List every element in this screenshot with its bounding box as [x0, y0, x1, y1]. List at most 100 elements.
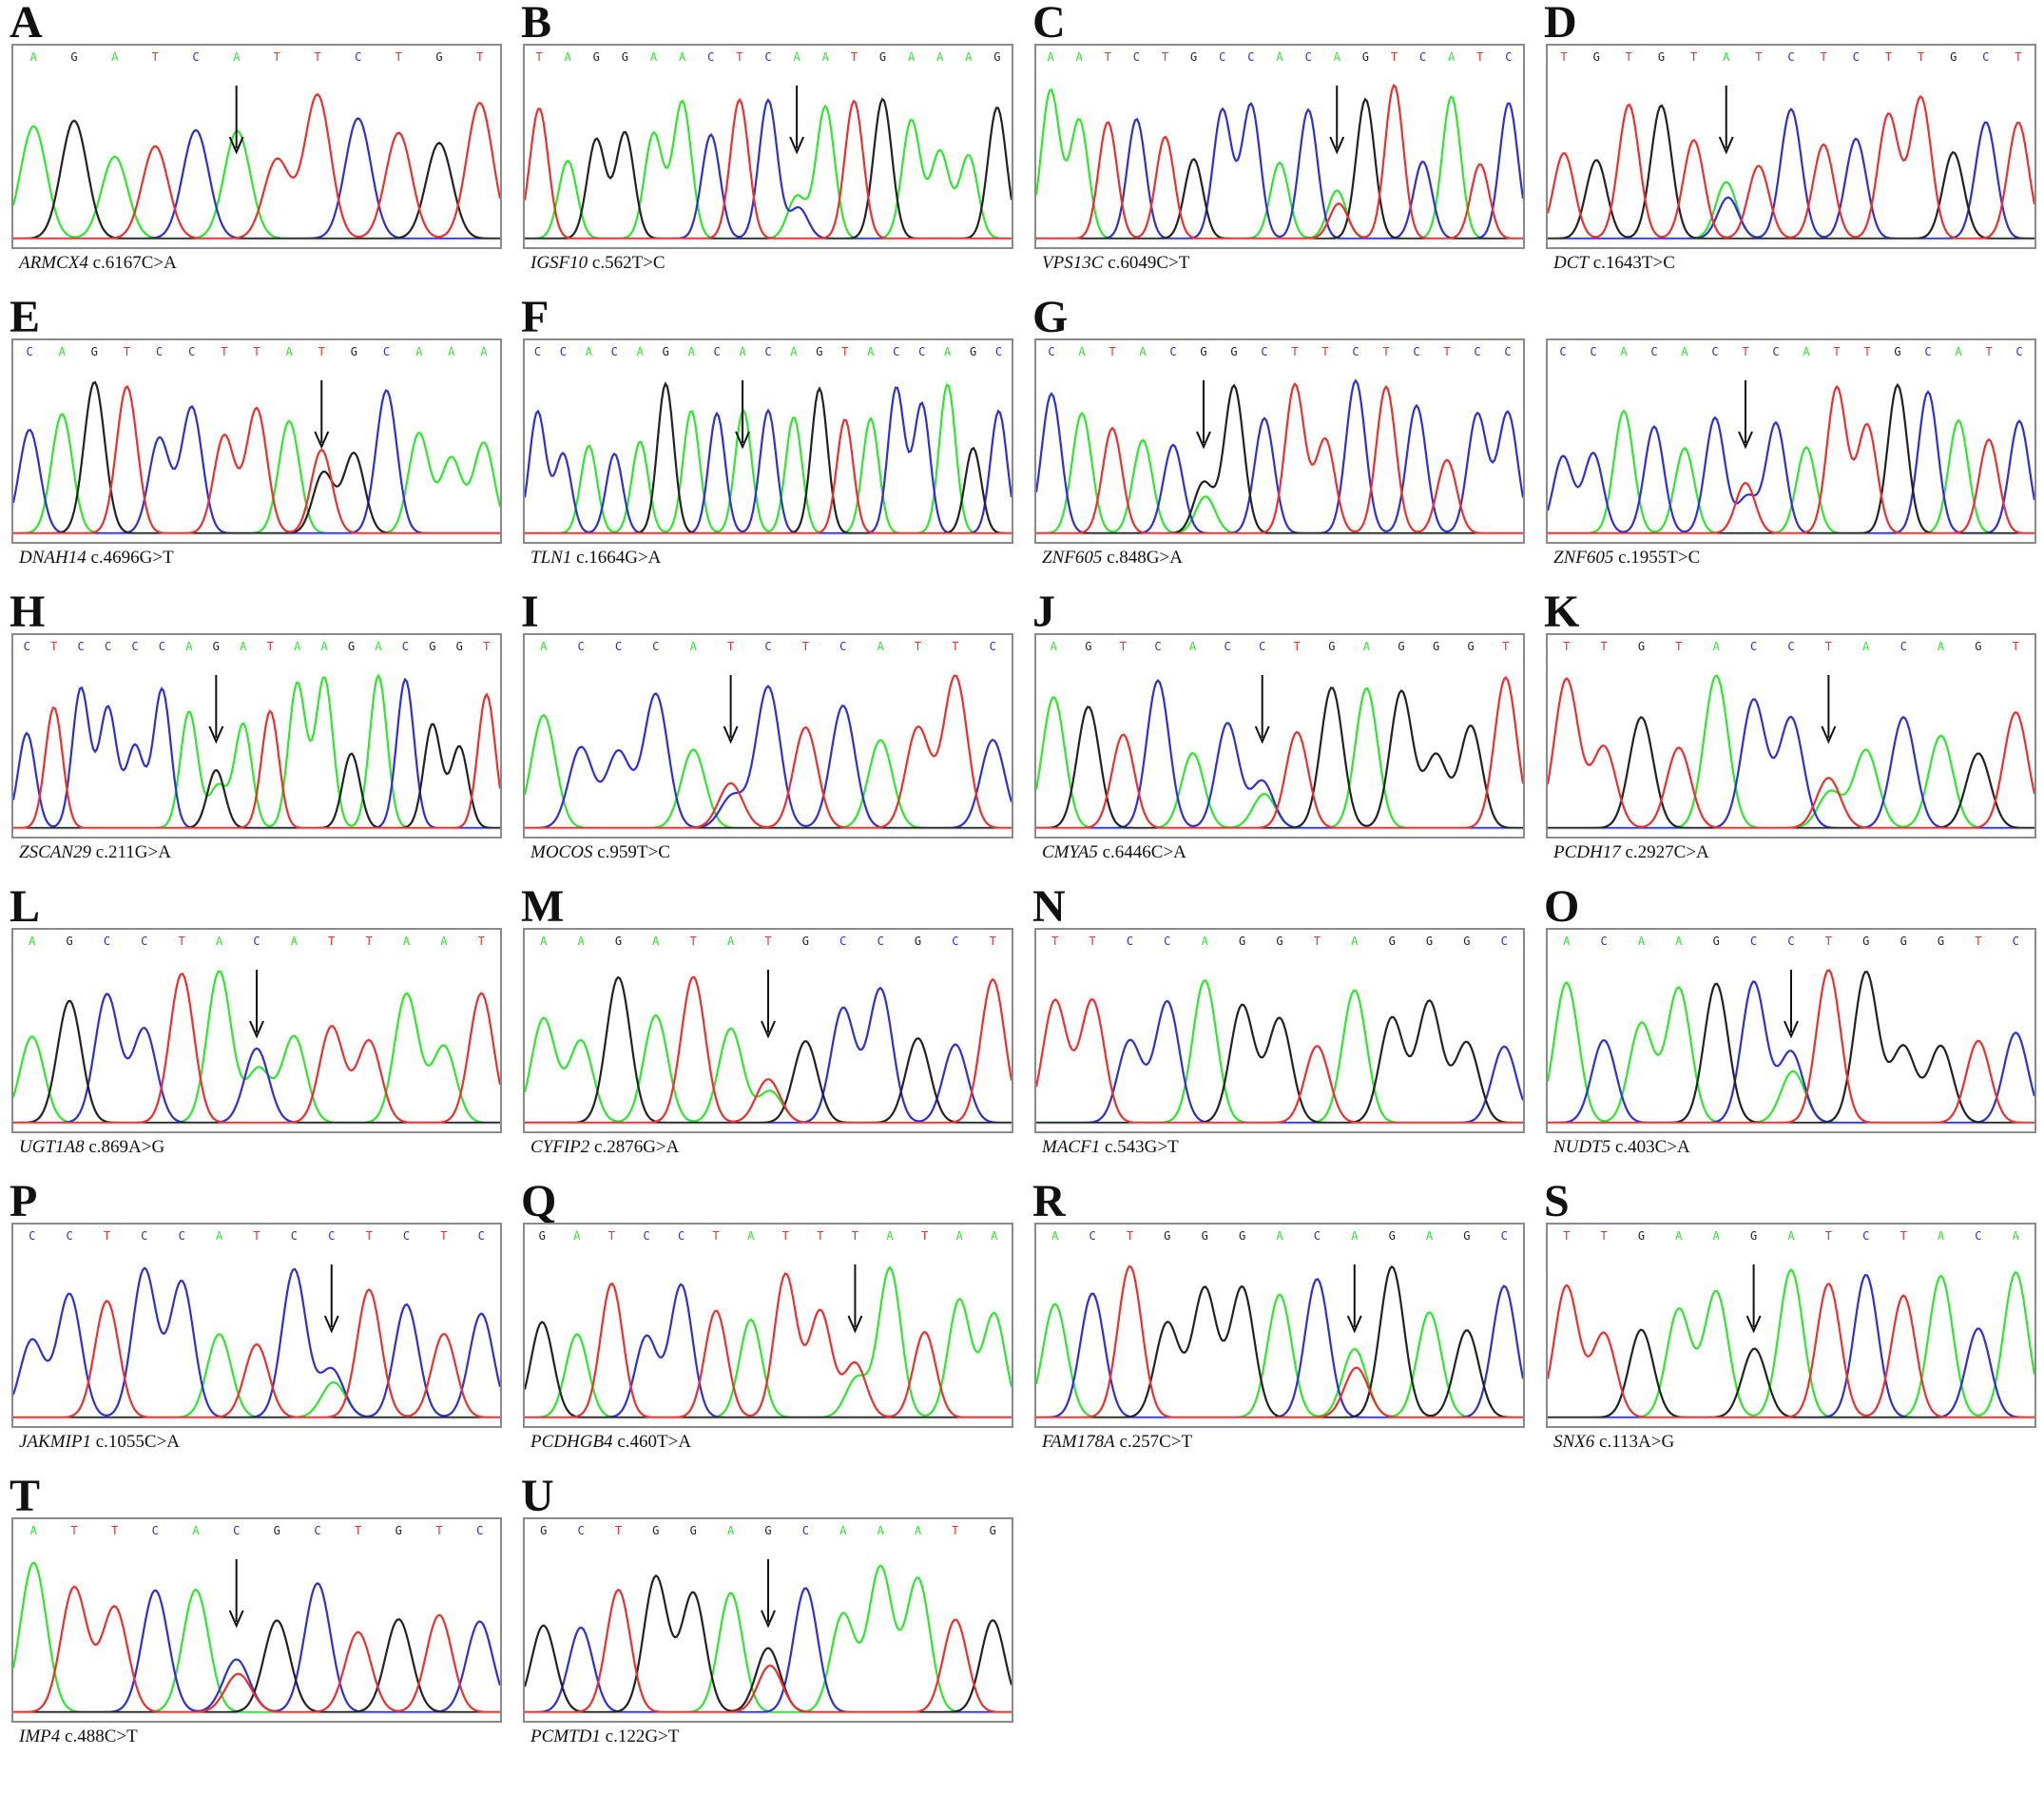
base-call-label: T	[1820, 50, 1826, 64]
base-call-label: T	[1105, 50, 1111, 64]
base-call-label: T	[2015, 50, 2021, 64]
base-call-label: C	[29, 1229, 35, 1243]
base-call-label: A	[1139, 345, 1147, 358]
base-call-label: C	[611, 345, 618, 358]
base-call-label: A	[1351, 935, 1359, 948]
base-call-label: G	[1230, 345, 1237, 358]
base-call-label: G	[1638, 1229, 1645, 1243]
panel-letter: T	[10, 1471, 41, 1521]
mutation-arrow-icon	[228, 86, 244, 155]
base-call-label: T	[50, 640, 57, 653]
base-call-label: A	[1675, 1229, 1683, 1243]
base-call-label: A	[1351, 1229, 1359, 1243]
trace-line-t	[525, 1588, 1012, 1714]
base-call-label: T	[366, 935, 373, 948]
trace-line-g	[13, 119, 500, 241]
base-call-label: A	[688, 345, 696, 358]
base-call-label: T	[221, 345, 227, 358]
base-call-label: C	[156, 345, 163, 358]
base-call-label: A	[1787, 1229, 1795, 1243]
trace-line-t	[13, 1585, 500, 1714]
base-call-label: C	[77, 640, 84, 653]
base-call-label: T	[1314, 935, 1321, 948]
panel-n: N T T C C A G G T A G G G C MACF1 c.543G>T	[1032, 884, 1527, 1160]
base-call-label: C	[1600, 935, 1607, 948]
base-call-label: C	[152, 1524, 159, 1537]
base-call-label: C	[1169, 345, 1176, 358]
base-call-label: G	[1362, 50, 1369, 64]
base-call-label: C	[179, 1229, 185, 1243]
base-call-label: T	[802, 640, 809, 653]
base-call-label: G	[539, 1229, 546, 1243]
base-call-label: A	[1713, 1229, 1721, 1243]
base-call-label: T	[852, 1229, 858, 1243]
panel-letter: F	[521, 292, 550, 342]
base-call-label: C	[328, 1229, 335, 1243]
base-call-label: C	[1559, 345, 1566, 358]
base-call-label: T	[1563, 640, 1570, 653]
base-call-label: A	[285, 345, 293, 358]
mutation-label: c.4696G>T	[90, 548, 174, 568]
mutation-arrow-icon	[1784, 970, 1799, 1039]
mutation-arrow-icon	[1718, 86, 1734, 155]
base-call-label: A	[577, 935, 585, 948]
base-call-label: A	[637, 345, 645, 358]
base-call-label: G	[1638, 640, 1645, 653]
base-call-label: A	[944, 345, 952, 358]
base-call-label: C	[1154, 640, 1161, 653]
base-call-label: A	[540, 935, 548, 948]
base-call-label: A	[1713, 640, 1721, 653]
base-call-label: C	[1505, 50, 1512, 64]
panel-m: M A A G A T A T G C C G C T CYFIP2 c.2876G>A	[521, 884, 1015, 1160]
base-call-label: T	[915, 640, 921, 653]
base-call-label: G	[1593, 50, 1600, 64]
base-call-label: T	[483, 640, 490, 653]
base-call-label: A	[790, 345, 798, 358]
base-call-label: C	[314, 1524, 320, 1537]
mutation-caption: CMYA5 c.6446C>A	[1042, 842, 1186, 863]
base-call-label: A	[1076, 50, 1084, 64]
trace-line-t	[525, 1272, 1012, 1419]
base-call-label: T	[1089, 935, 1095, 948]
base-call-label: A	[747, 1229, 755, 1243]
trace-line-c	[1548, 980, 2034, 1125]
base-call-label: C	[577, 1524, 584, 1537]
base-call-label: C	[615, 640, 622, 653]
base-call-label: C	[1772, 345, 1779, 358]
base-call-label: C	[141, 935, 147, 948]
base-call-label: A	[1189, 640, 1197, 653]
mutation-label: c.122G>T	[605, 1726, 680, 1746]
base-call-label: A	[1078, 345, 1086, 358]
panel-p: P C C T C C A T C C T C T C JAKMIP1 c.1055C>A	[10, 1179, 504, 1455]
base-call-label: G	[690, 1524, 697, 1537]
base-call-label: A	[1363, 640, 1371, 653]
base-call-label: A	[739, 345, 746, 358]
base-call-label: T	[736, 50, 742, 64]
base-call-label: C	[2015, 345, 2022, 358]
base-call-label: T	[1382, 345, 1389, 358]
base-call-label: A	[29, 935, 36, 948]
mutation-arrow-icon	[1329, 86, 1345, 155]
panel-e: E C A G T C C T T A T G C A A A DNAH14 c.4696G>T	[10, 295, 504, 570]
base-call-label: T	[1626, 50, 1632, 64]
base-call-label: A	[955, 1229, 963, 1243]
base-call-label: G	[1426, 935, 1433, 948]
base-call-label: C	[141, 1229, 147, 1243]
gene-name: IMP4	[19, 1726, 61, 1746]
base-call-label: C	[1750, 935, 1757, 948]
base-call-label: G	[1658, 50, 1665, 64]
gene-name: UGT1A8	[19, 1137, 85, 1157]
trace-line-c	[1036, 999, 1523, 1125]
base-call-label: C	[1501, 935, 1508, 948]
base-call-label: C	[1261, 345, 1267, 358]
